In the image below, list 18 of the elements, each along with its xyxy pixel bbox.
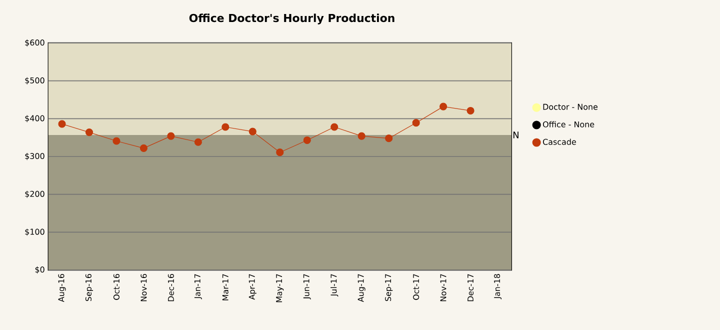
point: [194, 138, 202, 146]
point: [276, 148, 284, 156]
point: [303, 136, 311, 144]
band-label: N: [513, 132, 518, 138]
point: [330, 123, 338, 131]
point: [222, 123, 230, 131]
point: [358, 132, 366, 140]
point: [58, 120, 66, 128]
point: [85, 128, 94, 136]
point: [248, 128, 256, 136]
chart-title: Office Doctor's Hourly Production: [189, 14, 394, 24]
point: [140, 144, 148, 152]
point: [167, 132, 175, 140]
point: [440, 102, 448, 110]
point: [112, 137, 120, 145]
point: [385, 134, 393, 142]
point: [412, 119, 420, 127]
point: [466, 106, 474, 115]
